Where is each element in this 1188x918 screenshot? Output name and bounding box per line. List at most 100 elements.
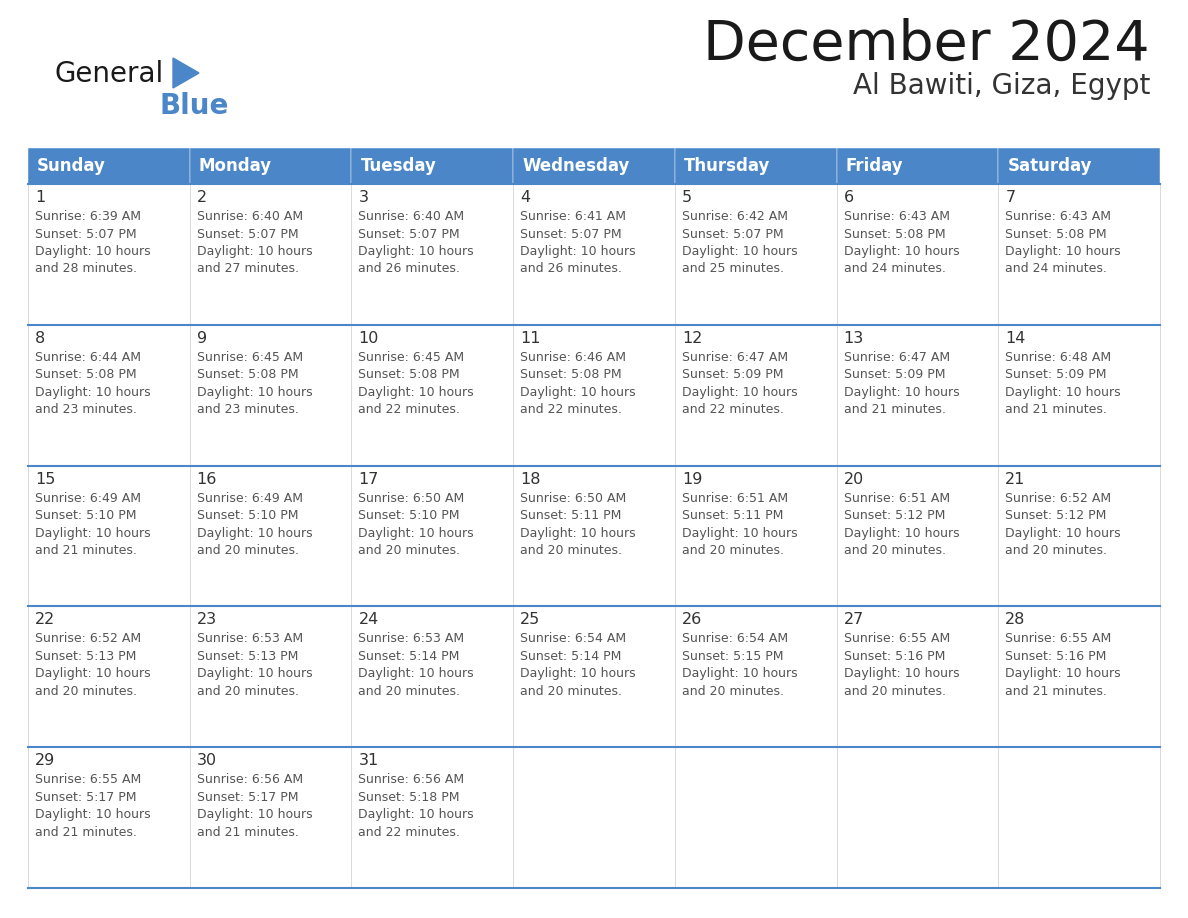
Bar [836,747,998,888]
Text: Sunset: 5:15 PM: Sunset: 5:15 PM [682,650,783,663]
Text: 25: 25 [520,612,541,627]
Text: Sunset: 5:11 PM: Sunset: 5:11 PM [520,509,621,522]
Text: Sunset: 5:17 PM: Sunset: 5:17 PM [197,790,298,803]
Text: Sunrise: 6:56 AM: Sunrise: 6:56 AM [359,773,465,786]
Text: and 22 minutes.: and 22 minutes. [682,403,784,416]
Text: and 27 minutes.: and 27 minutes. [197,263,298,275]
Polygon shape [173,58,200,88]
Text: 4: 4 [520,190,530,205]
Text: Sunset: 5:09 PM: Sunset: 5:09 PM [1005,368,1107,381]
Text: Sunrise: 6:40 AM: Sunrise: 6:40 AM [197,210,303,223]
Text: Sunset: 5:14 PM: Sunset: 5:14 PM [359,650,460,663]
Text: and 20 minutes.: and 20 minutes. [197,685,298,698]
Text: Sunrise: 6:49 AM: Sunrise: 6:49 AM [197,492,303,505]
Text: Sunday: Sunday [37,157,106,175]
Text: Al Bawiti, Giza, Egypt: Al Bawiti, Giza, Egypt [853,72,1150,100]
Text: Sunrise: 6:44 AM: Sunrise: 6:44 AM [34,351,141,364]
Text: Monday: Monday [198,157,272,175]
Bar [998,184,1159,325]
Text: Daylight: 10 hours: Daylight: 10 hours [1005,245,1121,258]
Text: and 21 minutes.: and 21 minutes. [1005,685,1107,698]
Text: Sunset: 5:11 PM: Sunset: 5:11 PM [682,509,783,522]
Text: Sunset: 5:09 PM: Sunset: 5:09 PM [843,368,946,381]
Text: Sunset: 5:13 PM: Sunset: 5:13 PM [197,650,298,663]
Bar [352,148,513,184]
Bar [513,184,675,325]
Bar [836,184,998,325]
Text: Daylight: 10 hours: Daylight: 10 hours [682,245,797,258]
Text: Daylight: 10 hours: Daylight: 10 hours [843,386,959,398]
Bar [998,607,1159,747]
Text: Sunset: 5:13 PM: Sunset: 5:13 PM [34,650,137,663]
Text: Daylight: 10 hours: Daylight: 10 hours [1005,667,1121,680]
Text: Daylight: 10 hours: Daylight: 10 hours [359,667,474,680]
Text: and 20 minutes.: and 20 minutes. [1005,544,1107,557]
Text: Daylight: 10 hours: Daylight: 10 hours [197,386,312,398]
Text: 19: 19 [682,472,702,487]
Text: Daylight: 10 hours: Daylight: 10 hours [682,667,797,680]
Text: 10: 10 [359,330,379,346]
Text: Daylight: 10 hours: Daylight: 10 hours [359,527,474,540]
Text: and 20 minutes.: and 20 minutes. [34,685,137,698]
Text: and 21 minutes.: and 21 minutes. [1005,403,1107,416]
Text: and 26 minutes.: and 26 minutes. [520,263,623,275]
Text: Sunrise: 6:47 AM: Sunrise: 6:47 AM [682,351,788,364]
Bar [513,465,675,607]
Bar [675,607,836,747]
Text: 6: 6 [843,190,854,205]
Text: 2: 2 [197,190,207,205]
Text: Sunset: 5:14 PM: Sunset: 5:14 PM [520,650,621,663]
Text: Daylight: 10 hours: Daylight: 10 hours [682,527,797,540]
Bar [836,325,998,465]
Text: Sunset: 5:16 PM: Sunset: 5:16 PM [843,650,944,663]
Text: 31: 31 [359,753,379,768]
Text: and 24 minutes.: and 24 minutes. [843,263,946,275]
Bar [29,747,190,888]
Text: 21: 21 [1005,472,1025,487]
Text: and 20 minutes.: and 20 minutes. [682,544,784,557]
Text: Sunrise: 6:46 AM: Sunrise: 6:46 AM [520,351,626,364]
Bar [836,148,998,184]
Bar [29,325,190,465]
Text: and 23 minutes.: and 23 minutes. [34,403,137,416]
Bar [29,607,190,747]
Text: Sunrise: 6:45 AM: Sunrise: 6:45 AM [359,351,465,364]
Text: Sunset: 5:10 PM: Sunset: 5:10 PM [197,509,298,522]
Text: Sunset: 5:08 PM: Sunset: 5:08 PM [197,368,298,381]
Text: 12: 12 [682,330,702,346]
Text: Sunset: 5:17 PM: Sunset: 5:17 PM [34,790,137,803]
Bar [836,607,998,747]
Bar [190,184,352,325]
Bar [675,465,836,607]
Text: Sunset: 5:08 PM: Sunset: 5:08 PM [34,368,137,381]
Text: and 24 minutes.: and 24 minutes. [1005,263,1107,275]
Text: Daylight: 10 hours: Daylight: 10 hours [520,245,636,258]
Text: December 2024: December 2024 [703,18,1150,72]
Text: Daylight: 10 hours: Daylight: 10 hours [34,527,151,540]
Text: Daylight: 10 hours: Daylight: 10 hours [197,527,312,540]
Text: and 23 minutes.: and 23 minutes. [197,403,298,416]
Text: Sunrise: 6:39 AM: Sunrise: 6:39 AM [34,210,141,223]
Text: and 21 minutes.: and 21 minutes. [843,403,946,416]
Text: 7: 7 [1005,190,1016,205]
Text: and 20 minutes.: and 20 minutes. [359,544,461,557]
Text: and 20 minutes.: and 20 minutes. [359,685,461,698]
Text: 13: 13 [843,330,864,346]
Text: and 20 minutes.: and 20 minutes. [843,544,946,557]
Text: Daylight: 10 hours: Daylight: 10 hours [34,386,151,398]
Text: and 22 minutes.: and 22 minutes. [359,403,460,416]
Text: and 25 minutes.: and 25 minutes. [682,263,784,275]
Text: Sunrise: 6:51 AM: Sunrise: 6:51 AM [843,492,949,505]
Text: Daylight: 10 hours: Daylight: 10 hours [359,245,474,258]
Text: Sunset: 5:16 PM: Sunset: 5:16 PM [1005,650,1107,663]
Text: Daylight: 10 hours: Daylight: 10 hours [843,527,959,540]
Text: Sunset: 5:08 PM: Sunset: 5:08 PM [520,368,621,381]
Bar [29,148,190,184]
Text: Daylight: 10 hours: Daylight: 10 hours [520,667,636,680]
Bar [675,325,836,465]
Text: Sunrise: 6:54 AM: Sunrise: 6:54 AM [682,633,788,645]
Text: Sunrise: 6:50 AM: Sunrise: 6:50 AM [359,492,465,505]
Bar [513,607,675,747]
Text: Sunrise: 6:40 AM: Sunrise: 6:40 AM [359,210,465,223]
Bar [190,148,352,184]
